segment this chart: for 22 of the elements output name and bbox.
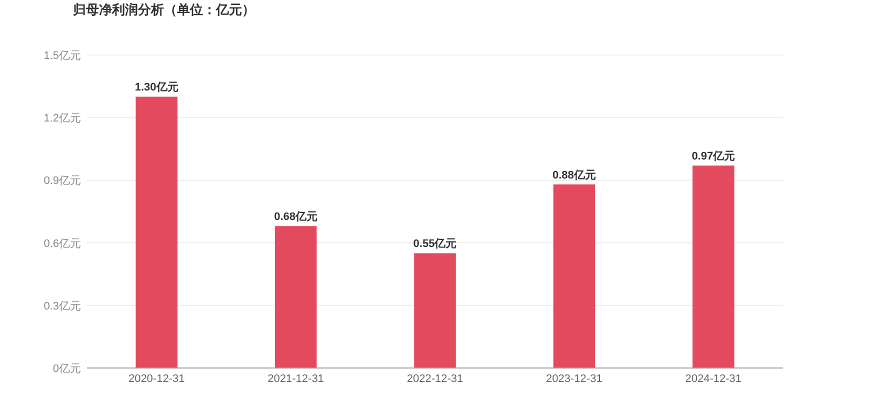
data-label: 0.97亿元: [692, 150, 736, 163]
x-tick-label: 2020-12-31: [128, 373, 185, 385]
data-label: 0.88亿元: [552, 169, 596, 182]
x-tick-label: 2022-12-31: [406, 373, 464, 385]
y-tick-label: 0.6亿元: [44, 238, 81, 250]
y-tick-label: 1.5亿元: [44, 50, 81, 62]
y-tick-label: 0.9亿元: [44, 175, 81, 188]
data-label: 0.55亿元: [413, 238, 457, 250]
bar: [274, 226, 317, 368]
x-tick-label: 2021-12-31: [268, 373, 324, 385]
bar: [414, 253, 456, 368]
bar: [136, 96, 178, 368]
bar: [692, 166, 734, 368]
y-tick-label: 1.2亿元: [44, 112, 81, 125]
y-tick-label: 0.3亿元: [44, 300, 81, 312]
x-tick-label: 2024-12-31: [685, 373, 742, 385]
chart-title: 归母净利润分析（单位：亿元）: [72, 2, 255, 17]
bar: [553, 184, 596, 368]
x-tick-label: 2023-12-31: [546, 373, 602, 385]
y-tick-label: 0亿元: [52, 363, 81, 375]
data-label: 1.30亿元: [134, 82, 178, 94]
data-label: 0.68亿元: [274, 211, 318, 224]
